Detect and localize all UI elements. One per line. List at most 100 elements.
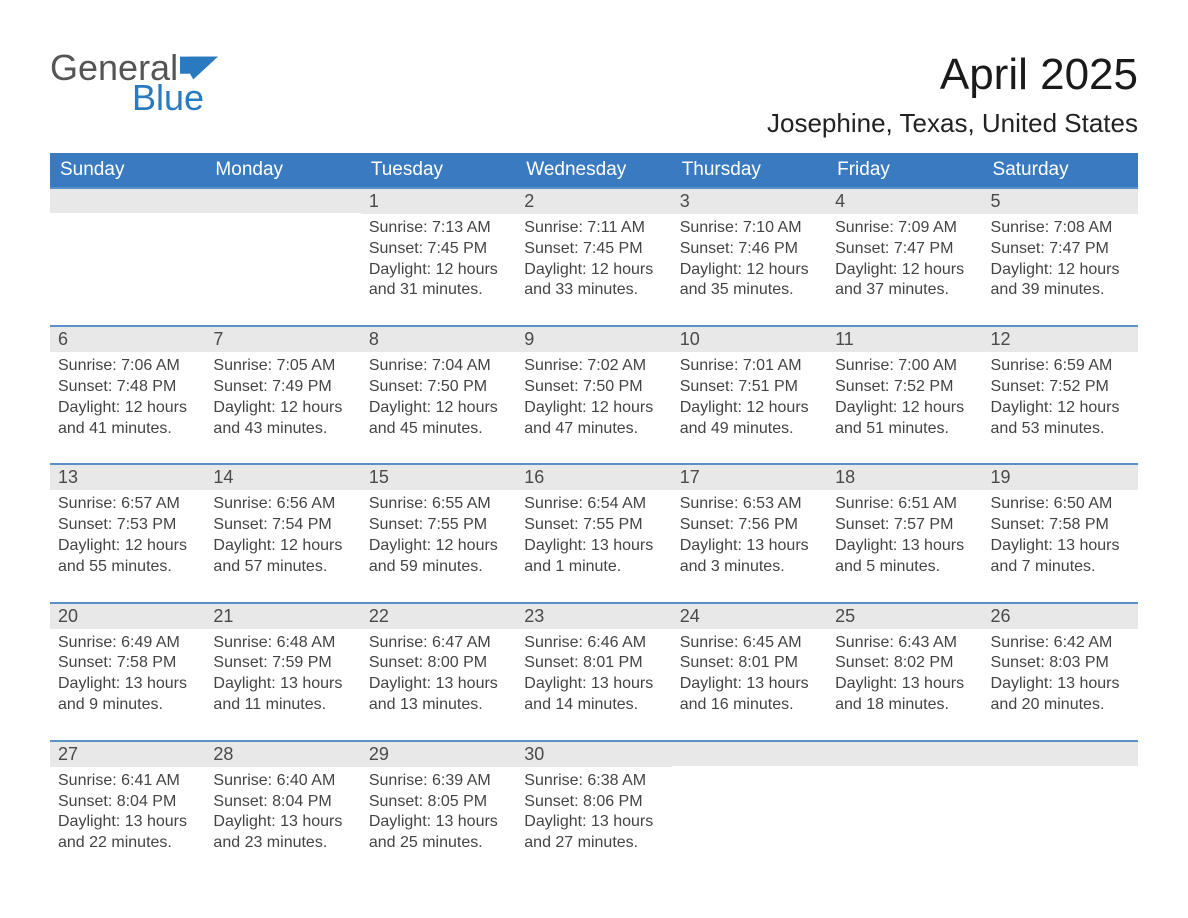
title-block: April 2025 Josephine, Texas, United Stat…	[767, 50, 1138, 139]
calendar-week-row: 1Sunrise: 7:13 AMSunset: 7:45 PMDaylight…	[50, 188, 1138, 326]
day-number: 8	[361, 327, 516, 352]
calendar-cell: 23Sunrise: 6:46 AMSunset: 8:01 PMDayligh…	[516, 603, 671, 741]
daylight-line: Daylight: 12 hours and 37 minutes.	[835, 260, 974, 302]
calendar-cell: 2Sunrise: 7:11 AMSunset: 7:45 PMDaylight…	[516, 188, 671, 326]
sunset-line: Sunset: 8:01 PM	[524, 653, 663, 674]
daylight-line: Daylight: 13 hours and 22 minutes.	[58, 812, 197, 854]
day-number: 21	[205, 604, 360, 629]
calendar-cell: 16Sunrise: 6:54 AMSunset: 7:55 PMDayligh…	[516, 464, 671, 602]
sunrise-line: Sunrise: 6:48 AM	[213, 633, 352, 654]
day-number: 28	[205, 742, 360, 767]
day-number: 18	[827, 465, 982, 490]
calendar-cell: 26Sunrise: 6:42 AMSunset: 8:03 PMDayligh…	[983, 603, 1138, 741]
sunset-line: Sunset: 7:52 PM	[835, 377, 974, 398]
sunrise-line: Sunrise: 6:40 AM	[213, 771, 352, 792]
sunset-line: Sunset: 7:49 PM	[213, 377, 352, 398]
calendar-cell: 8Sunrise: 7:04 AMSunset: 7:50 PMDaylight…	[361, 326, 516, 464]
sunset-line: Sunset: 7:56 PM	[680, 515, 819, 536]
day-number: 11	[827, 327, 982, 352]
calendar-cell: 24Sunrise: 6:45 AMSunset: 8:01 PMDayligh…	[672, 603, 827, 741]
sunset-line: Sunset: 8:04 PM	[58, 792, 197, 813]
day-number: 5	[983, 189, 1138, 214]
sunset-line: Sunset: 8:00 PM	[369, 653, 508, 674]
day-content: Sunrise: 7:09 AMSunset: 7:47 PMDaylight:…	[827, 214, 982, 325]
daylight-line: Daylight: 12 hours and 49 minutes.	[680, 398, 819, 440]
calendar-cell: 17Sunrise: 6:53 AMSunset: 7:56 PMDayligh…	[672, 464, 827, 602]
sunrise-line: Sunrise: 6:43 AM	[835, 633, 974, 654]
day-content	[50, 213, 205, 323]
day-number: 2	[516, 189, 671, 214]
daylight-line: Daylight: 12 hours and 43 minutes.	[213, 398, 352, 440]
sunrise-line: Sunrise: 7:08 AM	[991, 218, 1130, 239]
daylight-line: Daylight: 12 hours and 41 minutes.	[58, 398, 197, 440]
sunset-line: Sunset: 7:58 PM	[58, 653, 197, 674]
day-content: Sunrise: 6:59 AMSunset: 7:52 PMDaylight:…	[983, 352, 1138, 463]
sunrise-line: Sunrise: 6:39 AM	[369, 771, 508, 792]
daylight-line: Daylight: 13 hours and 25 minutes.	[369, 812, 508, 854]
daylight-line: Daylight: 13 hours and 14 minutes.	[524, 674, 663, 716]
sunset-line: Sunset: 7:57 PM	[835, 515, 974, 536]
day-number	[205, 189, 360, 213]
day-content: Sunrise: 7:00 AMSunset: 7:52 PMDaylight:…	[827, 352, 982, 463]
weekday-header: Sunday	[50, 153, 205, 188]
day-number	[50, 189, 205, 213]
calendar-cell: 15Sunrise: 6:55 AMSunset: 7:55 PMDayligh…	[361, 464, 516, 602]
calendar-cell-empty	[827, 741, 982, 878]
day-content: Sunrise: 7:02 AMSunset: 7:50 PMDaylight:…	[516, 352, 671, 463]
daylight-line: Daylight: 12 hours and 35 minutes.	[680, 260, 819, 302]
sunrise-line: Sunrise: 7:11 AM	[524, 218, 663, 239]
sunrise-line: Sunrise: 6:46 AM	[524, 633, 663, 654]
sunset-line: Sunset: 8:02 PM	[835, 653, 974, 674]
day-content	[672, 766, 827, 876]
calendar-cell: 9Sunrise: 7:02 AMSunset: 7:50 PMDaylight…	[516, 326, 671, 464]
day-number: 3	[672, 189, 827, 214]
daylight-line: Daylight: 12 hours and 31 minutes.	[369, 260, 508, 302]
sunrise-line: Sunrise: 7:02 AM	[524, 356, 663, 377]
sunset-line: Sunset: 8:03 PM	[991, 653, 1130, 674]
calendar-cell: 3Sunrise: 7:10 AMSunset: 7:46 PMDaylight…	[672, 188, 827, 326]
calendar-cell: 25Sunrise: 6:43 AMSunset: 8:02 PMDayligh…	[827, 603, 982, 741]
sunset-line: Sunset: 7:46 PM	[680, 239, 819, 260]
sunset-line: Sunset: 7:47 PM	[991, 239, 1130, 260]
day-number: 29	[361, 742, 516, 767]
daylight-line: Daylight: 13 hours and 13 minutes.	[369, 674, 508, 716]
day-content	[827, 766, 982, 876]
daylight-line: Daylight: 12 hours and 59 minutes.	[369, 536, 508, 578]
calendar-cell: 5Sunrise: 7:08 AMSunset: 7:47 PMDaylight…	[983, 188, 1138, 326]
calendar-cell-empty	[983, 741, 1138, 878]
sunset-line: Sunset: 7:47 PM	[835, 239, 974, 260]
sunset-line: Sunset: 8:04 PM	[213, 792, 352, 813]
day-content: Sunrise: 6:43 AMSunset: 8:02 PMDaylight:…	[827, 629, 982, 740]
sunrise-line: Sunrise: 6:57 AM	[58, 494, 197, 515]
calendar-cell: 29Sunrise: 6:39 AMSunset: 8:05 PMDayligh…	[361, 741, 516, 878]
daylight-line: Daylight: 13 hours and 9 minutes.	[58, 674, 197, 716]
day-content: Sunrise: 6:39 AMSunset: 8:05 PMDaylight:…	[361, 767, 516, 878]
calendar-week-row: 27Sunrise: 6:41 AMSunset: 8:04 PMDayligh…	[50, 741, 1138, 878]
calendar-cell: 11Sunrise: 7:00 AMSunset: 7:52 PMDayligh…	[827, 326, 982, 464]
daylight-line: Daylight: 13 hours and 11 minutes.	[213, 674, 352, 716]
daylight-line: Daylight: 12 hours and 53 minutes.	[991, 398, 1130, 440]
day-number	[983, 742, 1138, 766]
day-content: Sunrise: 6:38 AMSunset: 8:06 PMDaylight:…	[516, 767, 671, 878]
day-content: Sunrise: 6:40 AMSunset: 8:04 PMDaylight:…	[205, 767, 360, 878]
weekday-header: Friday	[827, 153, 982, 188]
sunset-line: Sunset: 7:59 PM	[213, 653, 352, 674]
daylight-line: Daylight: 13 hours and 1 minute.	[524, 536, 663, 578]
sunrise-line: Sunrise: 6:49 AM	[58, 633, 197, 654]
day-content	[205, 213, 360, 323]
daylight-line: Daylight: 13 hours and 20 minutes.	[991, 674, 1130, 716]
weekday-header: Wednesday	[516, 153, 671, 188]
daylight-line: Daylight: 12 hours and 55 minutes.	[58, 536, 197, 578]
sunrise-line: Sunrise: 7:09 AM	[835, 218, 974, 239]
sunrise-line: Sunrise: 6:56 AM	[213, 494, 352, 515]
day-content: Sunrise: 6:46 AMSunset: 8:01 PMDaylight:…	[516, 629, 671, 740]
day-content: Sunrise: 6:47 AMSunset: 8:00 PMDaylight:…	[361, 629, 516, 740]
day-number: 16	[516, 465, 671, 490]
sunrise-line: Sunrise: 6:50 AM	[991, 494, 1130, 515]
daylight-line: Daylight: 13 hours and 3 minutes.	[680, 536, 819, 578]
calendar-cell: 28Sunrise: 6:40 AMSunset: 8:04 PMDayligh…	[205, 741, 360, 878]
day-number	[827, 742, 982, 766]
daylight-line: Daylight: 13 hours and 27 minutes.	[524, 812, 663, 854]
weekday-header: Thursday	[672, 153, 827, 188]
sunrise-line: Sunrise: 6:41 AM	[58, 771, 197, 792]
